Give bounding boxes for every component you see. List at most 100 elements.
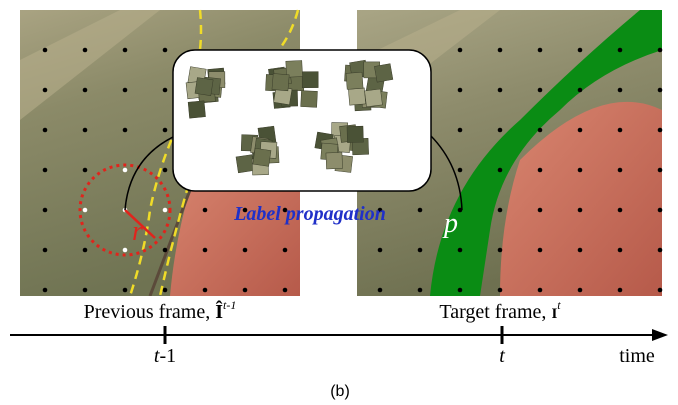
sample-dot <box>43 168 48 173</box>
patch <box>195 78 213 96</box>
timeline-arrow <box>652 329 668 341</box>
sample-dot <box>418 208 423 213</box>
sample-dot <box>658 248 663 253</box>
patch <box>253 148 271 166</box>
sample-dot <box>658 88 663 93</box>
sample-dot <box>43 88 48 93</box>
sample-dot <box>283 248 288 253</box>
patch <box>347 126 363 142</box>
radius-label: r <box>132 216 143 247</box>
sample-dot <box>618 248 623 253</box>
sample-dot <box>123 88 128 93</box>
sample-dot <box>498 88 503 93</box>
sample-dot <box>458 248 463 253</box>
sample-dot <box>43 288 48 293</box>
sample-dot <box>658 288 663 293</box>
sample-dot <box>123 248 128 253</box>
sample-dot <box>498 208 503 213</box>
patch <box>302 72 318 88</box>
patch <box>301 91 318 108</box>
target-frame-label: Target frame, It <box>439 298 561 323</box>
sample-dot <box>43 48 48 53</box>
sample-dot <box>163 168 168 173</box>
frame-symbol: Î <box>215 299 223 323</box>
sample-dot <box>83 88 88 93</box>
sample-dot <box>123 288 128 293</box>
sample-dot <box>83 248 88 253</box>
sample-dot <box>498 248 503 253</box>
sample-dot <box>538 208 543 213</box>
sample-dot <box>43 208 48 213</box>
sample-dot <box>203 208 208 213</box>
sample-dot <box>538 48 543 53</box>
propagation-label: Label propagation <box>233 203 386 225</box>
pixel-label: p <box>442 208 458 239</box>
sample-dot <box>618 168 623 173</box>
sample-dot <box>243 248 248 253</box>
label-text: Target frame, <box>439 301 551 323</box>
sample-dot <box>163 248 168 253</box>
sample-dot <box>43 248 48 253</box>
patch <box>272 74 289 91</box>
sample-dot <box>83 48 88 53</box>
previous-frame-label: Previous frame, Ît-1 <box>84 298 237 323</box>
patch <box>236 155 254 173</box>
time-label: time <box>619 345 655 367</box>
sample-dot <box>123 168 128 173</box>
sample-dot <box>458 128 463 133</box>
sample-dot <box>578 288 583 293</box>
sample-dot <box>458 168 463 173</box>
superscript: t <box>557 298 561 312</box>
sample-dot <box>578 168 583 173</box>
superscript: t-1 <box>223 298 236 312</box>
sample-dot <box>43 128 48 133</box>
sample-dot <box>458 88 463 93</box>
sample-dot <box>538 288 543 293</box>
sample-dot <box>123 128 128 133</box>
sample-dot <box>618 48 623 53</box>
patch <box>365 89 383 107</box>
tick-suffix: -1 <box>159 345 176 367</box>
sample-dot <box>378 248 383 253</box>
sample-dot <box>83 168 88 173</box>
sample-dot <box>618 208 623 213</box>
sample-dot <box>123 48 128 53</box>
sample-dot <box>658 208 663 213</box>
sample-dot <box>163 48 168 53</box>
sample-dot <box>163 88 168 93</box>
sample-dot <box>163 128 168 133</box>
sample-dot <box>283 288 288 293</box>
sample-dot <box>498 288 503 293</box>
sample-dot <box>203 248 208 253</box>
patch <box>346 72 363 89</box>
sample-dot <box>83 128 88 133</box>
caption: (b) <box>330 383 350 400</box>
sample-dot <box>618 288 623 293</box>
sample-dot <box>658 48 663 53</box>
sample-dot <box>458 48 463 53</box>
tick-var: t <box>499 345 505 367</box>
sample-dot <box>618 128 623 133</box>
sample-dot <box>578 208 583 213</box>
sample-dot <box>418 248 423 253</box>
sample-dot <box>203 288 208 293</box>
sample-dot <box>578 48 583 53</box>
sample-dot <box>83 288 88 293</box>
sample-dot <box>658 168 663 173</box>
sample-dot <box>243 288 248 293</box>
sample-dot <box>498 168 503 173</box>
patch <box>348 88 365 105</box>
sample-dot <box>83 208 88 213</box>
sample-dot <box>578 248 583 253</box>
patch <box>326 152 343 169</box>
sample-dot <box>618 88 623 93</box>
sample-dot <box>163 208 168 213</box>
sample-dot <box>578 128 583 133</box>
figure: Label propagation r p Previous frame, Ît… <box>0 0 678 405</box>
sample-dot <box>538 168 543 173</box>
sample-dot <box>538 128 543 133</box>
patch <box>188 101 205 118</box>
label-text: Previous frame, <box>84 301 216 323</box>
patch <box>374 64 393 83</box>
sample-dot <box>658 128 663 133</box>
